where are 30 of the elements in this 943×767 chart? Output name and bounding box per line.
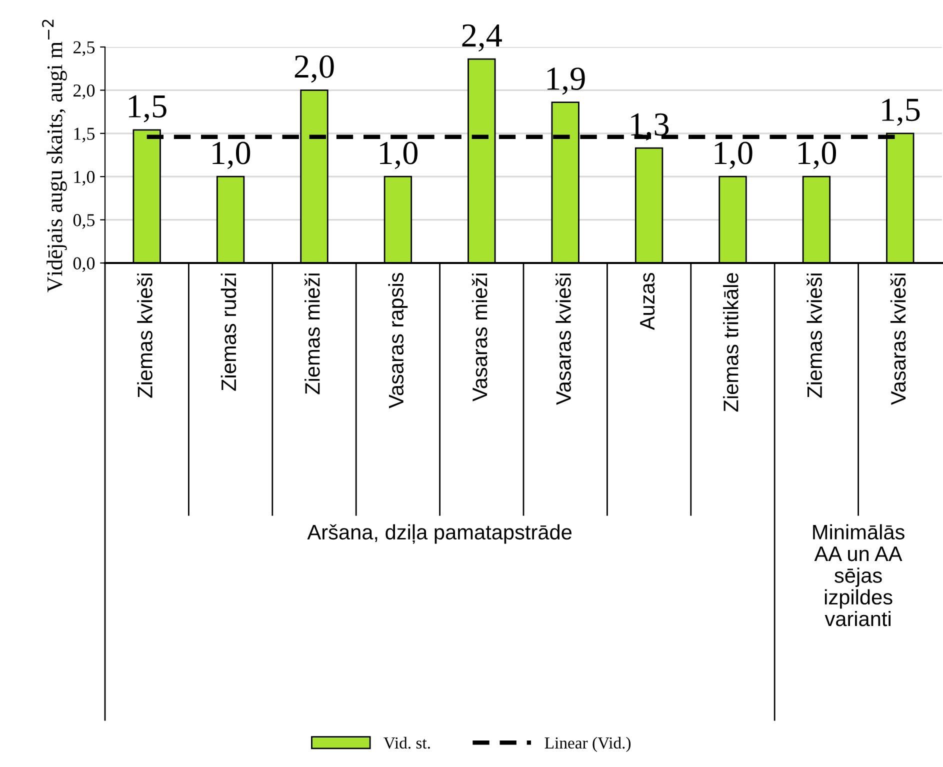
y-tick-label: 2,5 (74, 41, 95, 56)
data-label: 2,0 (294, 55, 334, 83)
x-tick-label: Ziemas mieži (304, 274, 320, 394)
data-label: 2,4 (462, 24, 502, 52)
y-tick-label: 0,5 (73, 214, 95, 229)
data-label: 1,0 (714, 142, 752, 170)
x-tick-label: Ziemas kvieši (137, 274, 152, 398)
x-tick-label: Vasaras kvieši (556, 274, 571, 405)
y-tick-label: 0,0 (73, 257, 95, 272)
data-label: 1,5 (882, 98, 920, 126)
x-tick-label: Vasaras kvieši (890, 274, 906, 405)
x-tick-label: Vasaras rapsis (388, 272, 408, 408)
data-label: 1,0 (380, 142, 418, 170)
legend-label: Linear (Vid.) (544, 736, 631, 752)
y-tick-label: 2,0 (74, 84, 95, 100)
x-tick-label: Auzas (640, 272, 655, 330)
data-label: 1,9 (547, 68, 585, 95)
y-tick-label: 1,5 (74, 128, 95, 142)
data-label: 1,0 (212, 142, 250, 170)
text: Minimālās AA un AA sējas izpildes varianti (813, 524, 904, 626)
legend-label: Vid. st. (384, 736, 430, 749)
y-axis-title: Vidējais augu skaits, augi m$^{−2}$ (42, 20, 67, 292)
text: Aršana, dziļa pamatapstrāde (307, 524, 572, 544)
y-tick-label: 1,0 (74, 170, 95, 186)
x-tick-label: Ziemas kvieši (806, 274, 822, 398)
data-label: 1,0 (798, 142, 836, 170)
x-tick-label: Ziemas tritikāle (723, 273, 738, 412)
x-tick-label: Ziemas rudzi (220, 274, 236, 391)
data-label: 1,5 (128, 95, 166, 122)
x-tick-label: Vasaras mieži (472, 274, 488, 402)
